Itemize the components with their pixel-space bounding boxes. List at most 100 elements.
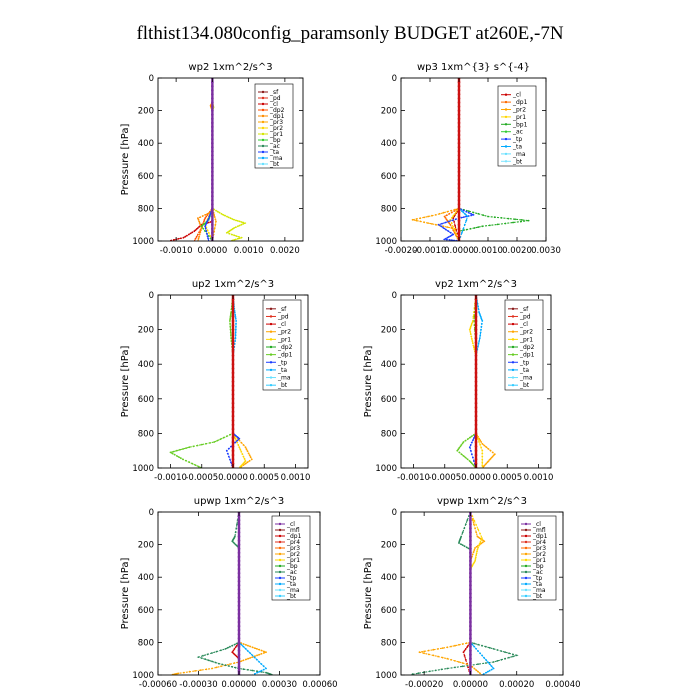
x-tick-label: 0.00030: [262, 680, 297, 690]
zero-line-marker: [457, 215, 461, 218]
zero-line-marker: [237, 645, 241, 648]
series-marker: [213, 227, 216, 229]
zero-line-marker: [474, 319, 478, 323]
series-marker: [206, 212, 209, 215]
zero-line-marker: [237, 579, 241, 583]
series-marker: [462, 216, 465, 219]
series-marker: [194, 670, 197, 672]
legend-marker: [524, 576, 528, 580]
series-marker: [224, 648, 227, 650]
zero-line-marker: [474, 419, 478, 422]
legend-marker: [524, 558, 528, 562]
zero-line-marker: [237, 620, 241, 624]
y-tick-label: 600: [138, 172, 154, 182]
zero-line-marker: [457, 207, 461, 210]
series-marker: [231, 218, 234, 220]
series-marker: [472, 344, 475, 347]
zero-line-marker: [211, 211, 214, 214]
legend-marker: [524, 594, 528, 598]
x-tick-label: -0.0010: [160, 246, 193, 256]
series-marker: [486, 461, 489, 464]
series-marker: [199, 223, 202, 226]
zero-line-marker: [231, 384, 235, 388]
zero-line-marker: [231, 449, 235, 453]
series-marker: [468, 446, 471, 449]
series-marker: [235, 642, 238, 645]
series-marker: [458, 451, 461, 454]
series-marker: [483, 540, 486, 543]
series-marker: [247, 452, 250, 455]
series-marker: [197, 227, 199, 229]
zero-line-marker: [457, 198, 461, 202]
series-marker: [500, 650, 503, 652]
series-marker: [229, 217, 232, 220]
x-tick-label: 0.00000: [221, 680, 256, 690]
zero-line-marker: [469, 584, 472, 587]
y-tick-label: 400: [138, 573, 154, 583]
zero-line-marker: [211, 145, 214, 149]
series-marker: [258, 648, 261, 651]
legend-label: _pr1: [512, 114, 526, 121]
legend-marker: [524, 540, 528, 544]
series-marker: [229, 325, 232, 328]
series-marker: [462, 455, 465, 457]
zero-line-marker: [474, 436, 478, 440]
zero-line-marker: [211, 137, 214, 141]
legend: _sf_pd_cl_pr2_pr1_dp2_dp1_tp_ta_ma_bt: [262, 299, 302, 391]
zero-line-marker: [231, 298, 235, 301]
zero-line-marker: [457, 93, 461, 96]
x-tick-label: 0.0010: [281, 473, 311, 483]
zero-line-marker: [474, 362, 478, 366]
series-marker: [230, 233, 233, 236]
series-marker: [478, 544, 480, 547]
series-marker: [197, 233, 199, 236]
series-marker: [204, 214, 207, 216]
series-marker: [462, 211, 465, 214]
series-marker: [240, 660, 243, 662]
series-marker: [204, 217, 207, 220]
series-marker: [446, 667, 449, 670]
zero-line-marker: [231, 414, 235, 418]
series-marker: [446, 210, 449, 213]
series-marker: [440, 668, 443, 671]
zero-line-marker: [231, 371, 235, 375]
series-marker: [512, 221, 514, 224]
series-marker: [203, 218, 206, 221]
series-marker: [229, 315, 232, 318]
legend-label: _ta: [286, 581, 296, 588]
zero-line-marker: [237, 612, 241, 616]
series-marker: [470, 212, 472, 215]
zero-line-marker: [474, 311, 478, 314]
y-tick-label: 400: [138, 139, 154, 149]
series-marker: [473, 227, 476, 229]
zero-line-marker: [237, 600, 241, 603]
zero-line-marker: [231, 362, 235, 366]
legend-marker: [504, 100, 508, 104]
series-marker: [236, 439, 239, 442]
series-marker: [200, 227, 203, 229]
series-marker: [446, 657, 449, 660]
series-marker: [461, 662, 464, 664]
series-marker: [200, 443, 203, 446]
series-marker: [464, 439, 467, 442]
legend-marker: [261, 90, 265, 94]
series-marker: [197, 237, 200, 240]
legend-marker: [269, 330, 273, 333]
legend-marker: [511, 376, 515, 379]
series-marker: [230, 461, 232, 464]
legend-label: _pr2: [277, 329, 291, 336]
series-marker: [472, 439, 474, 442]
series-marker: [470, 337, 473, 340]
series-marker: [464, 658, 467, 661]
series-marker: [452, 226, 455, 228]
series-marker: [232, 649, 235, 652]
series-marker: [249, 645, 252, 648]
series-marker: [450, 217, 453, 219]
series-marker: [473, 667, 476, 670]
series-marker: [242, 668, 245, 671]
series-marker: [455, 233, 457, 235]
legend-label: _pd: [519, 313, 531, 320]
series-marker: [244, 446, 247, 449]
series-marker: [206, 235, 209, 238]
